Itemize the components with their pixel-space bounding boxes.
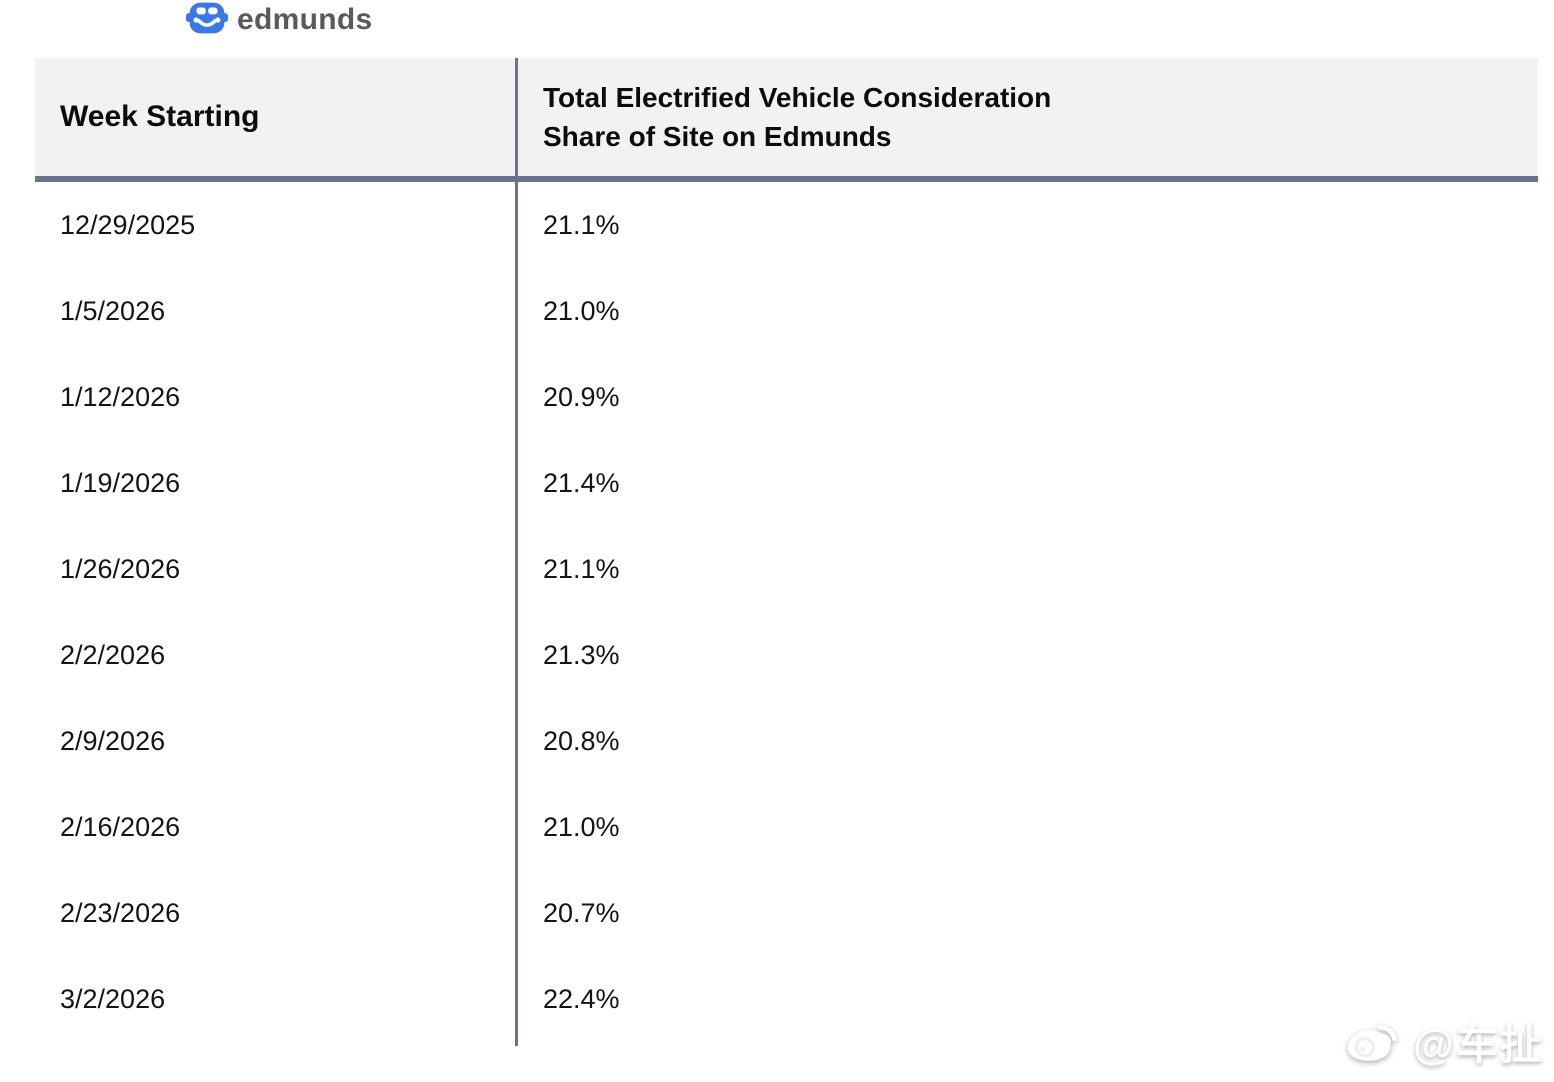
week-starting-cell: 2/9/2026 [60, 725, 166, 756]
header-week-starting: Week Starting [60, 100, 260, 133]
table-row: 12/29/2025 21.1% [35, 182, 1538, 268]
week-starting-cell: 2/2/2026 [60, 639, 166, 670]
ev-share-cell: 21.4% [543, 467, 620, 498]
table-header-row: Week Starting Total Electrified Vehicle … [35, 58, 1538, 182]
week-starting-cell: 3/2/2026 [60, 983, 166, 1014]
table-row: 2/9/2026 20.8% [35, 698, 1538, 784]
ev-share-cell: 21.0% [543, 811, 620, 842]
week-starting-cell: 1/12/2026 [60, 381, 181, 412]
table-row: 1/5/2026 21.0% [35, 268, 1538, 354]
car-icon [186, 0, 228, 41]
ev-share-cell: 20.7% [543, 897, 620, 928]
table-row: 2/16/2026 21.0% [35, 784, 1538, 870]
ev-share-cell: 21.1% [543, 209, 620, 240]
ev-share-cell: 22.4% [543, 983, 620, 1014]
ev-share-cell: 21.1% [543, 553, 620, 584]
table-row: 1/12/2026 20.9% [35, 354, 1538, 440]
table-row: 3/2/2026 22.4% [35, 956, 1538, 1042]
column-divider-line [515, 58, 518, 1046]
week-starting-cell: 1/5/2026 [60, 295, 166, 326]
ev-consideration-table: Week Starting Total Electrified Vehicle … [35, 58, 1538, 1046]
table-row: 2/2/2026 21.3% [35, 612, 1538, 698]
header-ev-share: Total Electrified Vehicle Consideration … [515, 58, 1538, 176]
week-starting-cell: 2/16/2026 [60, 811, 181, 842]
edmunds-wordmark: edmunds [237, 3, 373, 36]
weibo-watermark: @车扯 [1345, 1011, 1544, 1072]
header-ev-share-line2: Share of Site on Edmunds [543, 121, 892, 152]
table-row: 1/19/2026 21.4% [35, 440, 1538, 526]
edmunds-logo: edmunds [186, 0, 372, 40]
ev-share-cell: 21.3% [543, 639, 620, 670]
table-row: 1/26/2026 21.1% [35, 526, 1538, 612]
week-starting-cell: 12/29/2025 [60, 209, 196, 240]
table-row: 2/23/2026 20.7% [35, 870, 1538, 956]
watermark-text: @车扯 [1413, 1021, 1544, 1068]
week-starting-cell: 1/26/2026 [60, 553, 181, 584]
ev-share-cell: 20.8% [543, 725, 620, 756]
weibo-icon [1345, 1015, 1403, 1068]
ev-share-cell: 21.0% [543, 295, 620, 326]
week-starting-cell: 1/19/2026 [60, 467, 181, 498]
header-ev-share-line1: Total Electrified Vehicle Consideration [543, 82, 1052, 113]
table-body: 12/29/2025 21.1% 1/5/2026 21.0% 1/12/2026 20.… [35, 182, 1538, 1042]
ev-share-cell: 20.9% [543, 381, 620, 412]
week-starting-cell: 2/23/2026 [60, 897, 181, 928]
